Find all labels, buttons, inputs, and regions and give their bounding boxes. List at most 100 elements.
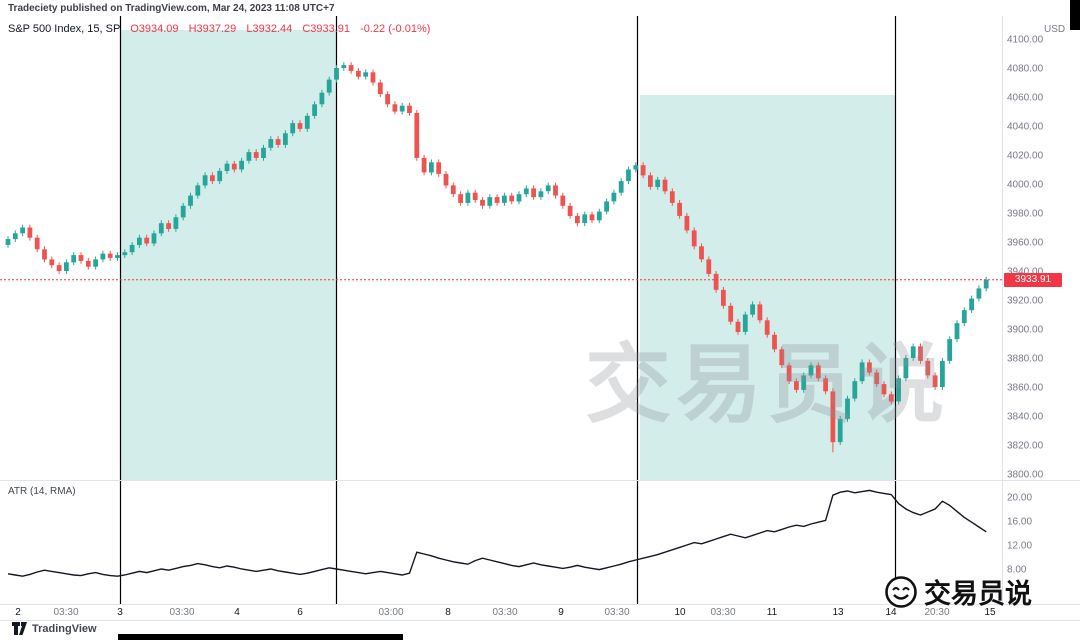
candle-body <box>604 201 609 212</box>
tradingview-brand[interactable]: TradingView <box>32 622 97 635</box>
price-tick-label: 3960.00 <box>1007 238 1044 249</box>
candle-body <box>553 185 558 196</box>
price-tick-label: 4080.00 <box>1007 64 1044 75</box>
candle-body <box>538 191 544 198</box>
candle-body <box>436 162 442 174</box>
candle-body <box>742 314 748 332</box>
candle-body <box>699 246 704 260</box>
candle-body <box>326 79 332 93</box>
candle-body <box>633 165 639 170</box>
candle-body <box>509 195 515 202</box>
candle-body <box>392 104 398 112</box>
time-tick-label: 03:30 <box>53 607 78 618</box>
candle-body <box>246 152 252 161</box>
candle-body <box>443 173 449 186</box>
price-tick-label: 3820.00 <box>1007 441 1044 452</box>
time-tick-label: 4 <box>234 607 240 618</box>
candle-body <box>487 197 493 206</box>
candle-body <box>34 237 40 250</box>
candle-body <box>239 160 244 170</box>
candle-body <box>786 365 792 382</box>
candle-body <box>195 185 201 196</box>
candle-body <box>421 157 427 173</box>
time-scale[interactable]: 2 03:30 3 03:30 4 6 03:00 8 03:30 9 03:30 10 03:30 11… <box>15 607 996 618</box>
candle-body <box>363 72 369 77</box>
candle-body <box>122 252 128 256</box>
candle-body <box>888 394 894 402</box>
candle-body <box>713 273 719 290</box>
candle-body <box>735 321 741 332</box>
symbol-title[interactable]: S&P 500 Index, 15, SP <box>8 23 121 35</box>
time-tick-label: 8 <box>445 607 451 618</box>
candle-body <box>845 398 850 419</box>
time-tick-label: 03:30 <box>492 607 517 618</box>
time-tick-label: 10 <box>674 607 686 618</box>
candle-body <box>370 72 376 83</box>
price-tick-label: 3900.00 <box>1007 325 1044 336</box>
candle-body <box>465 192 471 203</box>
candle-body <box>896 378 901 402</box>
candle-body <box>385 94 390 105</box>
price-tick-label: 4040.00 <box>1007 122 1044 133</box>
time-tick-label: 15 <box>984 607 996 618</box>
candle-body <box>794 381 799 390</box>
candle-body <box>231 163 237 170</box>
candle-body <box>925 360 931 376</box>
time-tick-label: 03:30 <box>710 607 735 618</box>
chart-footer: TradingView <box>12 622 97 635</box>
candle-body <box>224 163 230 171</box>
candle-body <box>283 133 288 145</box>
candle-body <box>881 384 887 395</box>
candle-body <box>341 65 347 68</box>
candle-body <box>903 358 909 379</box>
price-tick-label: 3940.00 <box>1007 267 1044 278</box>
price-scale[interactable]: 4100.00 4080.00 4060.00 4040.00 4020.00 4000.… <box>1007 35 1044 481</box>
last-price-badge: 3933.91 <box>1004 273 1062 287</box>
candle-body <box>947 339 953 361</box>
candle-body <box>852 381 858 399</box>
candle-body <box>969 298 974 311</box>
candle-body <box>976 288 982 299</box>
time-tick-label: 03:00 <box>378 607 403 618</box>
time-tick-label: 13 <box>832 607 844 618</box>
footer-watermark-text: 交易员说 <box>924 579 1032 609</box>
candle-body <box>815 365 821 379</box>
candle-body <box>377 82 383 95</box>
highlight-region-2[interactable] <box>640 95 895 480</box>
tradingview-logo-icon[interactable] <box>12 622 27 635</box>
candle-body <box>472 192 478 200</box>
atr-indicator-label[interactable]: ATR (14, RMA) <box>8 486 76 497</box>
atr-tick-label: 16.00 <box>1007 517 1032 528</box>
time-tick-label: 03:30 <box>169 607 194 618</box>
candle-body <box>677 202 682 216</box>
candle-body <box>93 259 98 267</box>
candle-body <box>20 227 25 234</box>
currency-label: USD <box>1044 24 1066 35</box>
price-tick-label: 3980.00 <box>1007 209 1044 220</box>
candle-body <box>144 237 150 244</box>
candle-body <box>42 249 47 260</box>
candlestick-series[interactable] <box>5 62 989 453</box>
candle-body <box>764 320 770 335</box>
candle-body <box>640 165 646 176</box>
candle-body <box>261 147 266 158</box>
candle-body <box>107 253 113 258</box>
candle-body <box>210 175 215 182</box>
candle-body <box>356 70 361 77</box>
candle-body <box>648 175 653 187</box>
publisher-note: Tradeciety published on TradingView.com,… <box>8 3 335 14</box>
price-tick-label: 3860.00 <box>1007 383 1044 394</box>
candle-body <box>830 391 836 443</box>
candle-body <box>859 362 865 382</box>
traders-talk-logo-icon <box>885 575 917 608</box>
candle-body <box>808 365 814 376</box>
candle-body <box>27 227 33 238</box>
highlight-region-1[interactable] <box>120 30 336 480</box>
candle-body <box>319 92 325 105</box>
candle-body <box>655 179 661 187</box>
candle-body <box>874 372 880 385</box>
atr-scale[interactable]: 20.00 16.00 12.00 8.00 <box>1007 493 1032 576</box>
price-tick-label: 3920.00 <box>1007 296 1044 307</box>
